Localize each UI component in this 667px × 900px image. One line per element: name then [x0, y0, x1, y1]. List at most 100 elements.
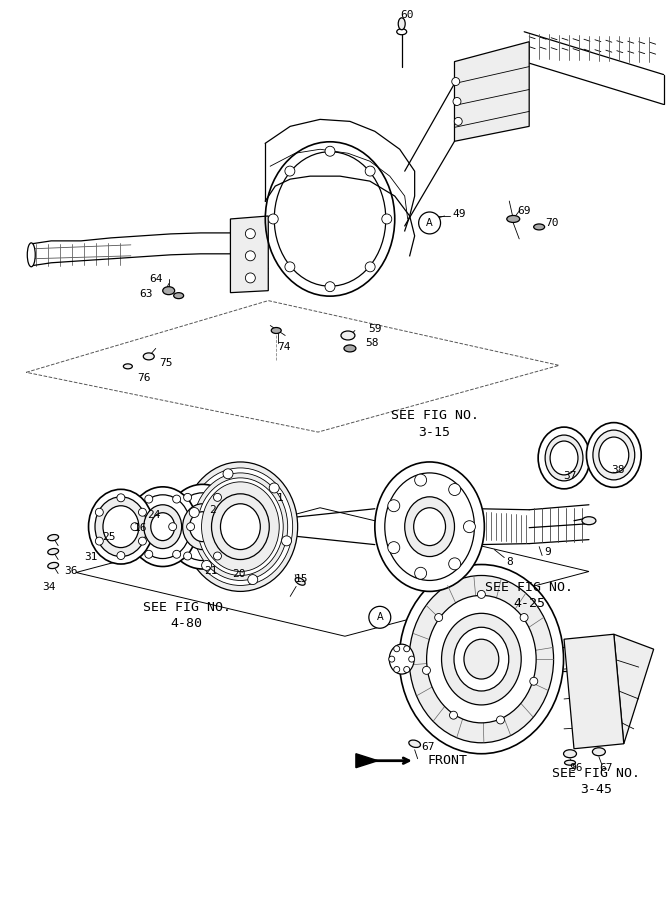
Circle shape — [131, 523, 139, 531]
Circle shape — [464, 521, 476, 533]
Text: 4-80: 4-80 — [171, 616, 203, 630]
Text: 63: 63 — [139, 289, 153, 299]
Circle shape — [530, 678, 538, 685]
Text: 60: 60 — [400, 10, 414, 20]
Circle shape — [213, 552, 221, 560]
Circle shape — [415, 474, 427, 486]
Ellipse shape — [398, 18, 405, 30]
Circle shape — [187, 523, 195, 531]
Ellipse shape — [534, 224, 545, 230]
Text: 24: 24 — [147, 509, 161, 519]
Text: 20: 20 — [231, 570, 245, 580]
Circle shape — [365, 166, 375, 176]
Ellipse shape — [564, 750, 576, 758]
Ellipse shape — [48, 535, 59, 541]
Circle shape — [394, 667, 400, 672]
Polygon shape — [454, 41, 529, 141]
Ellipse shape — [409, 740, 420, 748]
Ellipse shape — [586, 423, 641, 487]
Ellipse shape — [564, 760, 576, 765]
Circle shape — [422, 666, 430, 674]
Ellipse shape — [165, 484, 240, 569]
Ellipse shape — [414, 508, 446, 545]
Text: SEE FIG NO.: SEE FIG NO. — [143, 601, 231, 614]
Text: 59: 59 — [368, 323, 382, 334]
Circle shape — [213, 493, 221, 501]
Ellipse shape — [103, 506, 139, 547]
Text: 67: 67 — [421, 742, 434, 751]
Ellipse shape — [538, 428, 590, 489]
Circle shape — [388, 542, 400, 554]
Circle shape — [95, 537, 103, 545]
Text: SEE FIG NO.: SEE FIG NO. — [552, 767, 640, 780]
Circle shape — [404, 667, 410, 672]
Ellipse shape — [464, 639, 499, 679]
Ellipse shape — [582, 517, 596, 525]
Text: 64: 64 — [149, 274, 163, 284]
Circle shape — [183, 552, 191, 560]
Text: SEE FIG NO.: SEE FIG NO. — [485, 580, 573, 594]
Ellipse shape — [195, 517, 206, 523]
Circle shape — [269, 483, 279, 493]
Text: 75: 75 — [159, 358, 173, 368]
Circle shape — [415, 567, 427, 580]
Ellipse shape — [144, 505, 181, 549]
Circle shape — [245, 273, 255, 283]
Polygon shape — [614, 634, 654, 743]
Circle shape — [95, 508, 103, 517]
Ellipse shape — [193, 472, 287, 580]
Ellipse shape — [593, 430, 635, 480]
Polygon shape — [564, 634, 624, 749]
Ellipse shape — [454, 627, 509, 691]
Circle shape — [453, 97, 461, 105]
Circle shape — [520, 614, 528, 622]
Ellipse shape — [271, 328, 281, 334]
Circle shape — [139, 508, 147, 517]
Ellipse shape — [390, 644, 414, 674]
Ellipse shape — [195, 501, 206, 508]
Circle shape — [268, 214, 278, 224]
Ellipse shape — [507, 215, 520, 222]
Polygon shape — [230, 216, 268, 292]
Ellipse shape — [143, 353, 154, 360]
Ellipse shape — [341, 331, 355, 340]
Ellipse shape — [375, 462, 484, 591]
Ellipse shape — [592, 748, 606, 756]
Circle shape — [117, 552, 125, 560]
Circle shape — [145, 550, 153, 558]
Ellipse shape — [211, 494, 269, 560]
Circle shape — [419, 212, 440, 234]
Text: 69: 69 — [518, 206, 531, 216]
Ellipse shape — [89, 490, 153, 564]
Ellipse shape — [188, 468, 293, 585]
Text: 70: 70 — [546, 218, 559, 228]
Ellipse shape — [400, 564, 564, 753]
Ellipse shape — [344, 345, 356, 352]
Text: 16: 16 — [134, 523, 147, 533]
Ellipse shape — [201, 482, 279, 572]
Ellipse shape — [183, 462, 297, 591]
Text: 37: 37 — [563, 471, 577, 481]
Text: 4-25: 4-25 — [513, 597, 545, 610]
Ellipse shape — [550, 441, 578, 475]
Ellipse shape — [405, 497, 454, 556]
Ellipse shape — [599, 437, 629, 472]
Ellipse shape — [173, 493, 232, 561]
Polygon shape — [356, 753, 378, 768]
Circle shape — [169, 523, 177, 531]
Text: 8: 8 — [506, 556, 513, 566]
Text: 67: 67 — [599, 762, 612, 773]
Circle shape — [117, 494, 125, 502]
Ellipse shape — [123, 364, 132, 369]
Ellipse shape — [197, 531, 209, 538]
Ellipse shape — [48, 548, 59, 554]
Text: 96: 96 — [569, 762, 583, 773]
Circle shape — [245, 251, 255, 261]
Circle shape — [449, 483, 461, 496]
Text: A: A — [426, 218, 433, 228]
Text: 25: 25 — [102, 532, 115, 542]
Ellipse shape — [189, 512, 215, 542]
Text: 3-15: 3-15 — [419, 426, 451, 438]
Text: 9: 9 — [545, 546, 552, 556]
Circle shape — [478, 590, 486, 598]
